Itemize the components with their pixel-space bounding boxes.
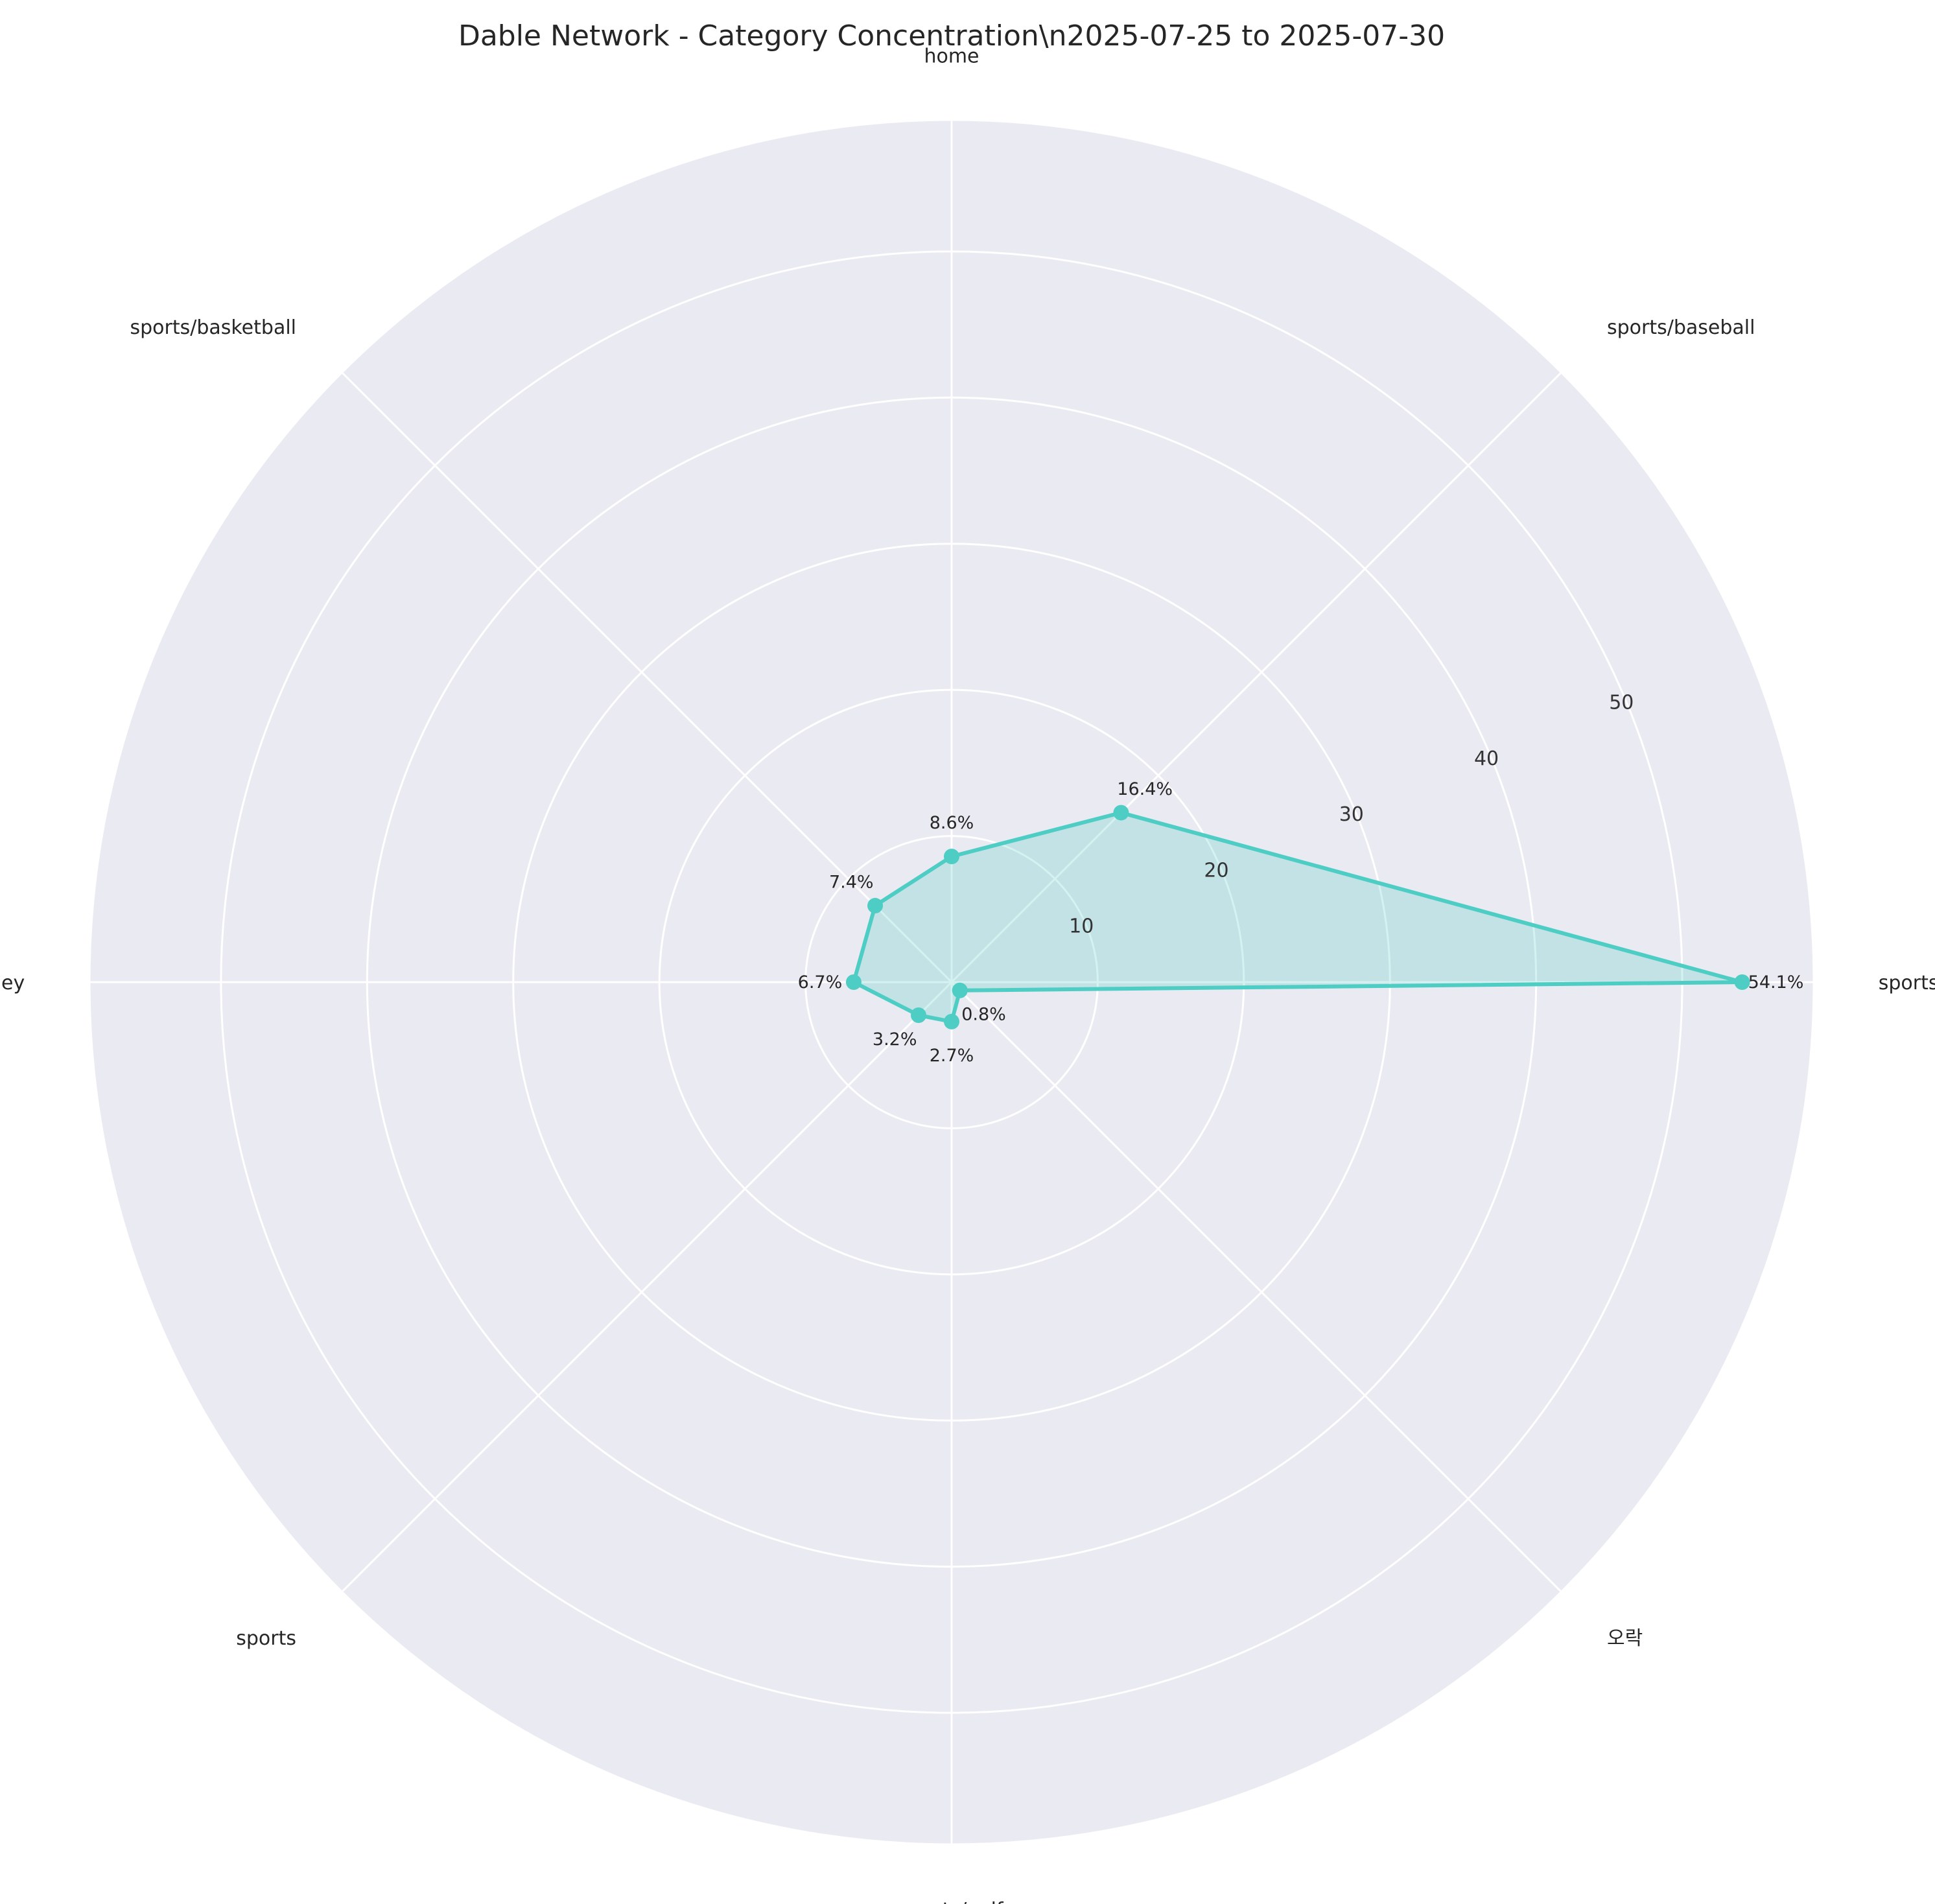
data-point xyxy=(1113,805,1129,821)
data-point xyxy=(952,982,968,998)
r-tick-label: 20 xyxy=(1204,859,1228,882)
category-label: sports/basketball xyxy=(130,316,296,339)
series-layer xyxy=(845,805,1750,1029)
spoke-line xyxy=(950,371,1562,983)
data-value-label: 6.7% xyxy=(798,972,843,993)
spoke-line xyxy=(950,981,1562,1593)
category-label: sports/golf xyxy=(900,1899,1004,1904)
data-value-label: 54.1% xyxy=(1748,972,1804,993)
grid xyxy=(88,119,1815,1846)
spoke-line xyxy=(341,981,953,1593)
category-label: sports/soccer xyxy=(1879,972,1935,994)
category-label: money xyxy=(0,972,25,994)
r-tick-label: 30 xyxy=(1339,803,1364,826)
data-value-label: 8.6% xyxy=(930,813,974,833)
category-label: sports xyxy=(236,1627,296,1650)
data-value-label: 3.2% xyxy=(873,1029,917,1050)
labels: 10 20 30 40 50 sports/soccer sports/baseball ho… xyxy=(0,45,1935,1904)
data-point xyxy=(845,974,862,990)
category-label: 오락 xyxy=(1607,1627,1643,1650)
data-point xyxy=(910,1007,926,1024)
r-tick-label: 40 xyxy=(1474,747,1499,770)
data-point xyxy=(944,1013,959,1029)
spoke-line xyxy=(341,371,953,983)
chart-title: Dable Network - Category Concentration\n… xyxy=(458,19,1445,53)
category-label: home xyxy=(924,45,979,67)
data-point xyxy=(867,898,884,914)
r-tick-label: 50 xyxy=(1609,692,1634,714)
category-label: sports/baseball xyxy=(1607,316,1755,339)
data-point xyxy=(944,849,959,865)
series-area xyxy=(854,812,1742,1022)
data-value-label: 7.4% xyxy=(829,872,874,892)
data-value-label: 0.8% xyxy=(961,1005,1006,1025)
r-tick-label: 10 xyxy=(1069,915,1094,938)
data-value-label: 16.4% xyxy=(1117,779,1173,799)
data-value-label: 2.7% xyxy=(930,1046,974,1066)
data-point xyxy=(1734,974,1750,990)
